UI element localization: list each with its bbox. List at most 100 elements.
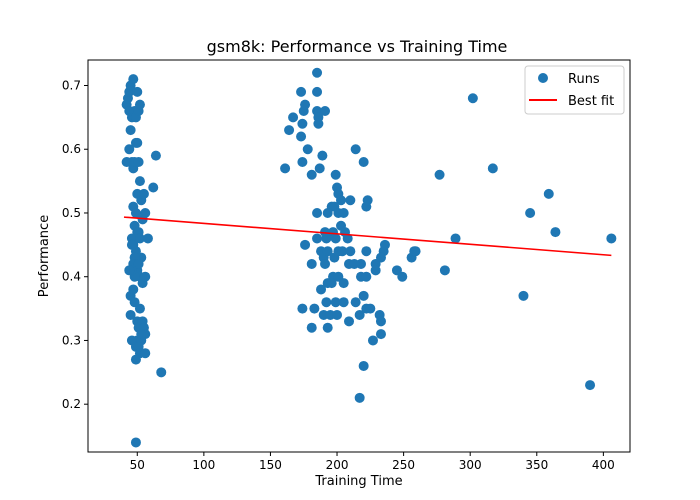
x-tick-label: 200 <box>326 458 349 472</box>
data-point <box>309 303 320 314</box>
data-point <box>312 207 323 218</box>
data-point <box>297 156 308 167</box>
data-point <box>302 144 313 155</box>
data-point <box>316 284 327 295</box>
data-point <box>336 195 347 206</box>
data-point <box>126 239 137 250</box>
data-point <box>134 176 145 187</box>
data-point <box>134 233 145 244</box>
data-point <box>142 233 153 244</box>
data-point <box>124 144 135 155</box>
data-point <box>300 99 311 110</box>
data-point <box>296 131 307 142</box>
data-point <box>350 297 361 308</box>
y-tick-label: 0.5 <box>62 206 81 220</box>
data-point <box>606 233 617 244</box>
data-point <box>397 271 408 282</box>
data-point <box>338 297 349 308</box>
data-point <box>361 246 372 257</box>
data-point <box>125 309 136 320</box>
data-point <box>543 188 554 199</box>
data-point <box>375 252 386 263</box>
y-tick-label: 0.2 <box>62 397 81 411</box>
data-point <box>365 303 376 314</box>
data-point <box>306 322 317 333</box>
data-point <box>342 233 353 244</box>
data-point <box>434 169 445 180</box>
data-point <box>313 118 324 129</box>
points-layer <box>121 67 617 448</box>
data-point <box>585 380 596 391</box>
data-point <box>297 303 308 314</box>
data-point <box>300 239 311 250</box>
data-point <box>306 258 317 269</box>
data-point <box>312 67 323 78</box>
data-point <box>338 278 349 289</box>
data-point <box>140 207 151 218</box>
data-point <box>350 144 361 155</box>
x-tick-label: 300 <box>459 458 482 472</box>
data-point <box>284 125 295 136</box>
data-point <box>525 207 536 218</box>
data-point <box>133 156 144 167</box>
data-point <box>337 246 348 257</box>
data-point <box>358 156 369 167</box>
x-axis: 50 100 150 200 250 300 350 400 <box>130 452 615 472</box>
data-point <box>296 86 307 97</box>
data-point <box>321 297 332 308</box>
data-point <box>518 290 529 301</box>
data-point <box>332 309 343 320</box>
x-axis-label: Training Time <box>314 474 402 489</box>
data-point <box>344 316 355 327</box>
data-point <box>136 329 147 340</box>
data-point <box>467 93 478 104</box>
data-point <box>358 360 369 371</box>
data-point <box>330 233 341 244</box>
best-fit-layer <box>123 216 612 257</box>
data-point <box>322 207 333 218</box>
x-tick-label: 400 <box>592 458 615 472</box>
data-point <box>132 137 143 148</box>
data-point <box>312 86 323 97</box>
legend-fit-label: Best fit <box>568 94 614 109</box>
data-point <box>130 437 141 448</box>
data-point <box>288 112 299 123</box>
data-point <box>409 246 420 257</box>
data-point <box>450 233 461 244</box>
y-axis: 0.2 0.3 0.4 0.5 0.6 0.7 <box>62 78 88 411</box>
legend-runs-marker <box>538 73 548 83</box>
data-point <box>320 105 331 116</box>
data-point <box>338 207 349 218</box>
data-point <box>345 246 356 257</box>
legend-box <box>524 65 625 115</box>
y-tick-label: 0.7 <box>62 78 81 92</box>
data-point <box>133 258 144 269</box>
data-point <box>125 125 136 136</box>
data-point <box>134 303 145 314</box>
data-point <box>128 74 139 85</box>
data-point <box>140 348 151 359</box>
y-tick-label: 0.6 <box>62 142 81 156</box>
data-point <box>487 163 498 174</box>
data-point <box>379 239 390 250</box>
y-tick-label: 0.3 <box>62 333 81 347</box>
data-point <box>128 284 139 295</box>
data-point <box>330 297 341 308</box>
data-point <box>132 86 143 97</box>
x-tick-label: 250 <box>392 458 415 472</box>
legend-runs-label: Runs <box>568 72 600 87</box>
y-tick-label: 0.4 <box>62 270 81 284</box>
data-point <box>439 265 450 276</box>
data-point <box>130 207 141 218</box>
data-point <box>367 335 378 346</box>
x-tick-label: 350 <box>525 458 548 472</box>
data-point <box>322 246 333 257</box>
x-tick-label: 100 <box>192 458 215 472</box>
data-point <box>362 195 373 206</box>
x-tick-label: 150 <box>259 458 282 472</box>
data-point <box>361 271 372 282</box>
legend: Runs Best fit <box>524 65 625 115</box>
data-point <box>330 169 341 180</box>
data-point <box>130 354 141 365</box>
data-point <box>156 367 167 378</box>
